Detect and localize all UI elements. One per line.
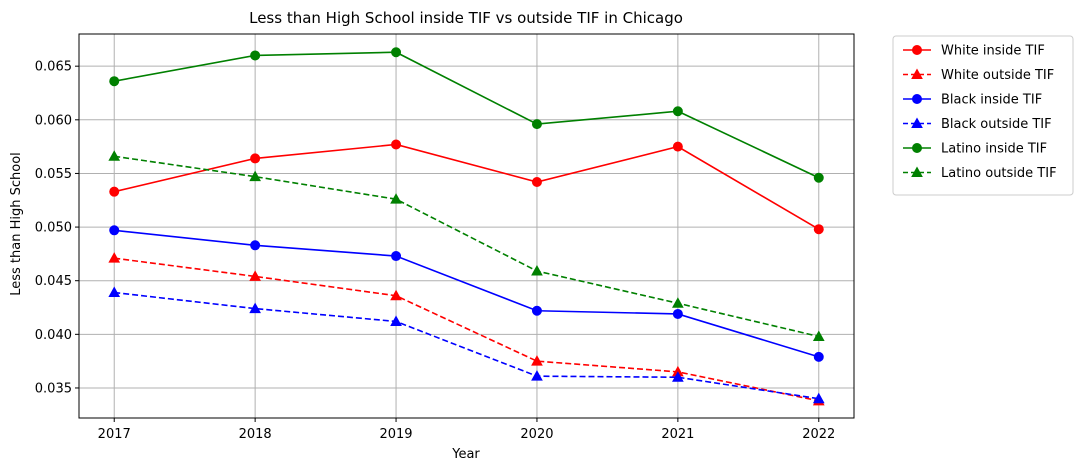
y-axis: 0.035 0.040 0.045 0.050 0.055 0.060 0.065 <box>35 60 79 396</box>
legend-item: White outside TIF <box>903 68 1054 83</box>
data-point <box>672 106 683 117</box>
data-point <box>390 315 402 326</box>
series-line <box>114 155 819 338</box>
data-point <box>672 141 683 152</box>
series-group <box>108 47 825 406</box>
legend-item: Black inside TIF <box>903 93 1042 108</box>
y-axis-label: Less than High School <box>9 152 24 296</box>
data-point <box>672 371 684 382</box>
data-point <box>531 265 543 276</box>
plot-frame <box>78 33 855 419</box>
legend-label: Black inside TIF <box>941 93 1042 108</box>
data-point <box>531 177 542 188</box>
data-point <box>391 47 402 58</box>
y-tick-label: 0.055 <box>35 167 72 182</box>
data-point <box>391 251 402 262</box>
series-line <box>114 257 819 402</box>
y-tick-label: 0.045 <box>35 274 72 289</box>
series-line <box>114 143 820 230</box>
series-line <box>114 51 820 179</box>
series-0 <box>109 139 824 235</box>
series-4 <box>109 47 824 183</box>
series-1 <box>108 252 825 406</box>
data-point <box>672 308 683 319</box>
data-point <box>250 153 261 164</box>
chart-title: Less than High School inside TIF vs outs… <box>249 9 683 27</box>
legend-box <box>892 35 1074 196</box>
data-point <box>109 76 120 87</box>
legend-label: White inside TIF <box>941 44 1045 59</box>
data-point <box>391 139 402 150</box>
data-point <box>812 392 825 404</box>
data-point <box>108 286 121 298</box>
y-tick-label: 0.065 <box>35 60 72 75</box>
legend-marker <box>911 166 923 177</box>
data-point <box>250 240 261 251</box>
x-tick-label: 2017 <box>98 427 131 442</box>
data-point <box>249 302 261 314</box>
x-axis-label: Year <box>451 447 480 462</box>
y-tick-label: 0.060 <box>35 113 72 128</box>
legend-label: White outside TIF <box>941 68 1054 83</box>
data-point <box>813 351 824 362</box>
series-line <box>114 229 820 358</box>
data-point <box>108 150 121 161</box>
y-tick-label: 0.035 <box>35 381 72 396</box>
series-3 <box>108 286 825 404</box>
data-point <box>812 330 825 341</box>
y-tick-label: 0.040 <box>35 328 72 343</box>
x-tick-label: 2019 <box>379 427 412 442</box>
data-point <box>813 224 824 235</box>
data-point <box>249 270 261 281</box>
legend-item: Black outside TIF <box>903 117 1052 132</box>
legend-label: Latino outside TIF <box>941 166 1057 181</box>
x-tick-label: 2018 <box>239 427 272 442</box>
legend-marker <box>912 143 922 153</box>
data-point <box>390 289 402 301</box>
data-point <box>813 172 824 183</box>
legend-marker <box>912 94 922 104</box>
x-tick-label: 2022 <box>802 427 835 442</box>
data-point <box>109 225 120 236</box>
data-point <box>390 193 402 204</box>
series-2 <box>109 225 824 362</box>
data-point <box>531 370 543 381</box>
data-point <box>108 252 121 263</box>
legend-marker <box>911 117 923 128</box>
data-point <box>249 170 261 182</box>
data-point <box>531 355 543 366</box>
legend-marker <box>912 45 922 55</box>
series-5 <box>108 150 825 341</box>
legend-label: Latino inside TIF <box>941 142 1047 157</box>
data-point <box>531 305 542 316</box>
data-point <box>672 297 684 308</box>
x-tick-label: 2021 <box>661 427 694 442</box>
legend-item: Latino outside TIF <box>903 166 1057 181</box>
grid <box>79 34 854 418</box>
data-point <box>531 119 542 130</box>
x-tick-label: 2020 <box>520 427 553 442</box>
x-axis: 2017 2018 2019 2020 2021 2022 <box>98 418 835 442</box>
data-point <box>109 186 120 197</box>
legend-marker <box>911 68 923 79</box>
series-line <box>114 291 819 400</box>
legend: White inside TIF White outside TIF Black i… <box>892 35 1074 196</box>
y-tick-label: 0.050 <box>35 221 72 236</box>
legend-item: White inside TIF <box>903 44 1045 59</box>
legend-item: Latino inside TIF <box>903 142 1047 157</box>
legend-label: Black outside TIF <box>941 117 1052 132</box>
data-point <box>250 50 261 61</box>
